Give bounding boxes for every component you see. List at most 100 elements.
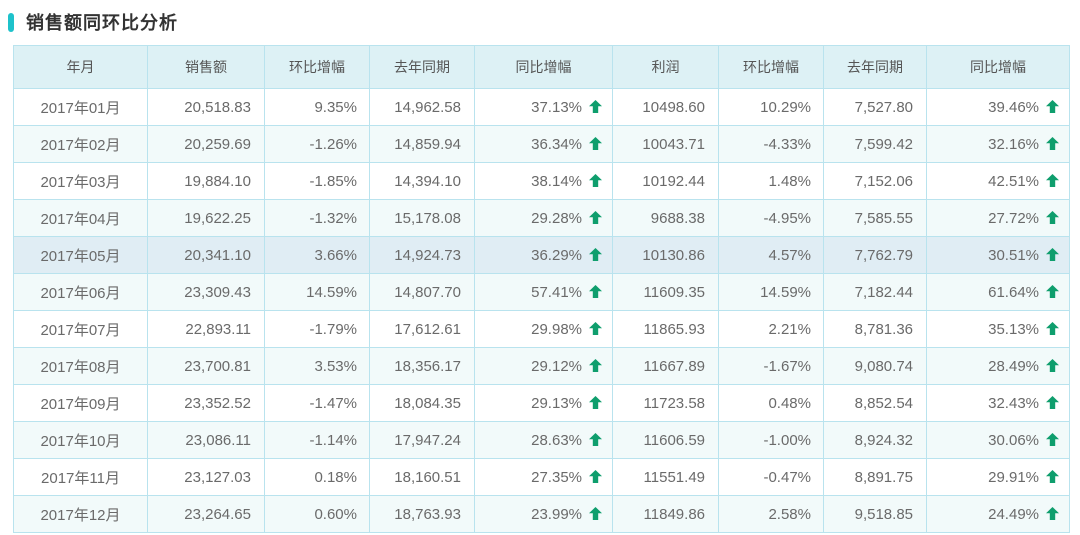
cell-sales_ly: 14,394.10 xyxy=(369,162,475,200)
cell-profit_yoy: 32.16% xyxy=(926,125,1070,163)
cell-month: 2017年04月 xyxy=(13,199,148,237)
table-row[interactable]: 2017年10月 23,086.11 -1.14% 17,947.24 28.63% 11… xyxy=(13,421,1070,459)
table-row[interactable]: 2017年11月 23,127.03 0.18% 18,160.51 27.35% 115… xyxy=(13,458,1070,496)
table-row[interactable]: 2017年05月 20,341.10 3.66% 14,924.73 36.29% 101… xyxy=(13,236,1070,274)
up-arrow-icon xyxy=(589,358,602,372)
up-arrow-icon xyxy=(589,99,602,113)
cell-profit_yoy: 28.49% xyxy=(926,347,1070,385)
cell-sales_mom: -1.14% xyxy=(264,421,370,459)
cell-sales_ly: 14,807.70 xyxy=(369,273,475,311)
cell-profit: 11609.35 xyxy=(612,273,719,311)
cell-sales: 20,341.10 xyxy=(147,236,265,274)
up-arrow-icon xyxy=(1046,321,1059,335)
table-row[interactable]: 2017年08月 23,700.81 3.53% 18,356.17 29.12% 116… xyxy=(13,347,1070,385)
table-row[interactable]: 2017年06月 23,309.43 14.59% 14,807.70 57.41% 11… xyxy=(13,273,1070,311)
column-header-sales_mom: 环比增幅 xyxy=(264,45,370,89)
yoy-value: 36.34% xyxy=(531,135,582,153)
cell-profit_ly: 9,518.85 xyxy=(823,495,927,533)
yoy-value: 29.98% xyxy=(531,320,582,338)
cell-sales_yoy: 29.12% xyxy=(474,347,613,385)
up-arrow-icon xyxy=(589,173,602,187)
yoy-value: 28.49% xyxy=(988,357,1039,375)
table-header-row: 年月 销售额 环比增幅 去年同期 同比增幅 利润 环比增幅 去年同期 同比增幅 xyxy=(13,45,1070,89)
cell-sales_yoy: 37.13% xyxy=(474,88,613,126)
cell-profit_yoy: 32.43% xyxy=(926,384,1070,422)
cell-sales: 23,264.65 xyxy=(147,495,265,533)
cell-sales: 23,700.81 xyxy=(147,347,265,385)
table-header: 年月 销售额 环比增幅 去年同期 同比增幅 利润 环比增幅 去年同期 同比增幅 xyxy=(13,45,1070,89)
table-row[interactable]: 2017年07月 22,893.11 -1.79% 17,612.61 29.98% 11… xyxy=(13,310,1070,348)
cell-month: 2017年01月 xyxy=(13,88,148,126)
up-arrow-icon xyxy=(589,284,602,298)
cell-profit_mom: -4.33% xyxy=(718,125,824,163)
cell-month: 2017年02月 xyxy=(13,125,148,163)
cell-sales: 20,518.83 xyxy=(147,88,265,126)
yoy-value: 24.49% xyxy=(988,505,1039,523)
cell-profit: 11723.58 xyxy=(612,384,719,422)
up-arrow-icon xyxy=(589,506,602,520)
up-arrow-icon xyxy=(589,321,602,335)
cell-profit_yoy: 27.72% xyxy=(926,199,1070,237)
cell-sales_yoy: 29.28% xyxy=(474,199,613,237)
cell-profit_ly: 7,599.42 xyxy=(823,125,927,163)
cell-sales_ly: 17,612.61 xyxy=(369,310,475,348)
table-row[interactable]: 2017年02月 20,259.69 -1.26% 14,859.94 36.34% 10… xyxy=(13,125,1070,163)
cell-sales_yoy: 29.98% xyxy=(474,310,613,348)
cell-profit_mom: -1.67% xyxy=(718,347,824,385)
cell-profit: 11606.59 xyxy=(612,421,719,459)
yoy-value: 35.13% xyxy=(988,320,1039,338)
cell-profit_ly: 7,527.80 xyxy=(823,88,927,126)
cell-profit_mom: 1.48% xyxy=(718,162,824,200)
table-row[interactable]: 2017年12月 23,264.65 0.60% 18,763.93 23.99% 118… xyxy=(13,495,1070,533)
table-row[interactable]: 2017年03月 19,884.10 -1.85% 14,394.10 38.14% 10… xyxy=(13,162,1070,200)
yoy-value: 38.14% xyxy=(531,172,582,190)
yoy-value: 29.91% xyxy=(988,468,1039,486)
cell-profit: 11551.49 xyxy=(612,458,719,496)
up-arrow-icon xyxy=(589,210,602,224)
up-arrow-icon xyxy=(1046,395,1059,409)
cell-sales_ly: 15,178.08 xyxy=(369,199,475,237)
cell-profit_yoy: 61.64% xyxy=(926,273,1070,311)
yoy-value: 23.99% xyxy=(531,505,582,523)
yoy-value: 30.06% xyxy=(988,431,1039,449)
table-row[interactable]: 2017年01月 20,518.83 9.35% 14,962.58 37.13% 104… xyxy=(13,88,1070,126)
column-header-profit: 利润 xyxy=(612,45,719,89)
cell-profit_yoy: 29.91% xyxy=(926,458,1070,496)
up-arrow-icon xyxy=(589,395,602,409)
cell-sales_mom: -1.26% xyxy=(264,125,370,163)
cell-month: 2017年11月 xyxy=(13,458,148,496)
cell-sales_yoy: 36.34% xyxy=(474,125,613,163)
column-header-sales_ly: 去年同期 xyxy=(369,45,475,89)
column-header-sales_yoy: 同比增幅 xyxy=(474,45,613,89)
cell-sales: 22,893.11 xyxy=(147,310,265,348)
cell-sales_yoy: 29.13% xyxy=(474,384,613,422)
cell-sales: 19,622.25 xyxy=(147,199,265,237)
up-arrow-icon xyxy=(1046,210,1059,224)
cell-sales_mom: 0.18% xyxy=(264,458,370,496)
cell-profit_ly: 8,852.54 xyxy=(823,384,927,422)
up-arrow-icon xyxy=(589,136,602,150)
yoy-value: 42.51% xyxy=(988,172,1039,190)
yoy-value: 36.29% xyxy=(531,246,582,264)
cell-sales_yoy: 38.14% xyxy=(474,162,613,200)
up-arrow-icon xyxy=(1046,358,1059,372)
table-row[interactable]: 2017年04月 19,622.25 -1.32% 15,178.08 29.28% 96… xyxy=(13,199,1070,237)
table-row[interactable]: 2017年09月 23,352.52 -1.47% 18,084.35 29.13% 11… xyxy=(13,384,1070,422)
cell-sales_yoy: 28.63% xyxy=(474,421,613,459)
page-title: 销售额同环比分析 xyxy=(26,13,178,33)
up-arrow-icon xyxy=(1046,173,1059,187)
yoy-value: 32.16% xyxy=(988,135,1039,153)
cell-profit_mom: 2.21% xyxy=(718,310,824,348)
cell-sales_mom: -1.85% xyxy=(264,162,370,200)
cell-profit_mom: 14.59% xyxy=(718,273,824,311)
cell-sales_mom: 3.53% xyxy=(264,347,370,385)
cell-profit_ly: 8,781.36 xyxy=(823,310,927,348)
column-header-profit_yoy: 同比增幅 xyxy=(926,45,1070,89)
cell-sales_mom: -1.79% xyxy=(264,310,370,348)
up-arrow-icon xyxy=(1046,247,1059,261)
column-header-sales: 销售额 xyxy=(147,45,265,89)
up-arrow-icon xyxy=(1046,506,1059,520)
cell-profit_yoy: 30.51% xyxy=(926,236,1070,274)
cell-sales: 23,127.03 xyxy=(147,458,265,496)
